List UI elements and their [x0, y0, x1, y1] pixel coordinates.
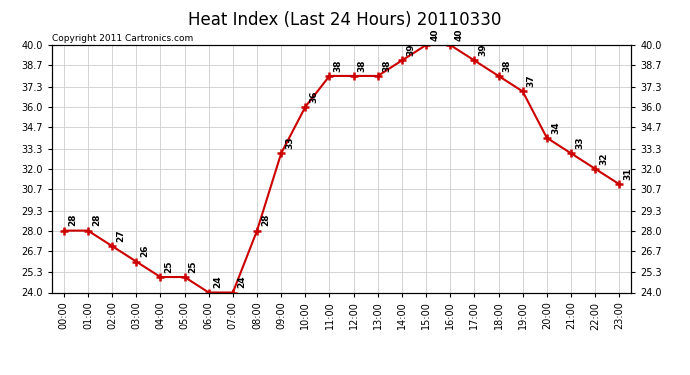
Text: 39: 39: [406, 44, 415, 56]
Text: 28: 28: [262, 214, 270, 226]
Text: 34: 34: [551, 121, 560, 134]
Text: 24: 24: [237, 276, 246, 288]
Text: Copyright 2011 Cartronics.com: Copyright 2011 Cartronics.com: [52, 33, 193, 42]
Text: 40: 40: [455, 28, 464, 41]
Text: 38: 38: [334, 59, 343, 72]
Text: 24: 24: [213, 276, 222, 288]
Text: 33: 33: [575, 136, 584, 149]
Text: 38: 38: [382, 59, 391, 72]
Text: 25: 25: [189, 260, 198, 273]
Text: 32: 32: [600, 152, 609, 165]
Text: 38: 38: [358, 59, 367, 72]
Text: 28: 28: [68, 214, 77, 226]
Text: Heat Index (Last 24 Hours) 20110330: Heat Index (Last 24 Hours) 20110330: [188, 11, 502, 29]
Text: 37: 37: [527, 75, 536, 87]
Text: 25: 25: [165, 260, 174, 273]
Text: 31: 31: [624, 168, 633, 180]
Text: 27: 27: [117, 229, 126, 242]
Text: 38: 38: [503, 59, 512, 72]
Text: 39: 39: [479, 44, 488, 56]
Text: 28: 28: [92, 214, 101, 226]
Text: 33: 33: [286, 136, 295, 149]
Text: 36: 36: [310, 90, 319, 103]
Text: 40: 40: [431, 28, 440, 41]
Text: 26: 26: [141, 245, 150, 257]
